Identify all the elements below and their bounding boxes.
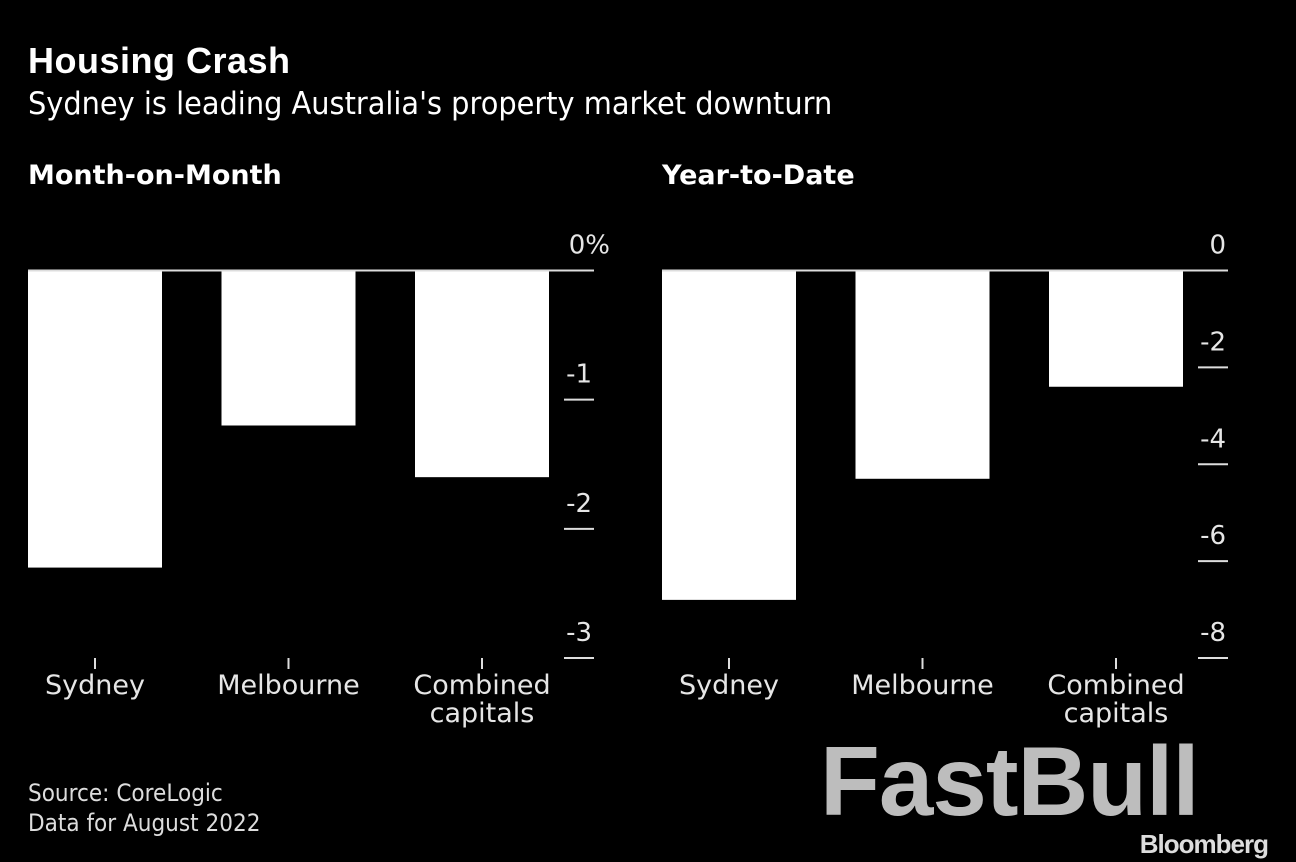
y-tick-label: -2 — [566, 489, 592, 519]
bar-melbourne — [855, 270, 990, 479]
y-tick-label: 0 — [1209, 231, 1226, 261]
source-note: Source: CoreLogic — [28, 779, 223, 807]
chart-subtitle: Sydney is leading Australia's property m… — [28, 86, 833, 122]
panel-title-mom: Month-on-Month — [28, 160, 282, 191]
y-tick-label: -2 — [1200, 327, 1226, 357]
x-tick-label: capitals — [430, 698, 535, 729]
bar-sydney — [28, 270, 162, 568]
y-tick-label: -3 — [566, 618, 592, 648]
y-tick-label: -1 — [566, 360, 592, 390]
fastbull-watermark: FastBull — [820, 726, 1200, 836]
x-tick-label: Combined — [1047, 670, 1184, 701]
y-tick-label: 0% — [569, 231, 610, 261]
y-tick-label: -6 — [1200, 521, 1226, 551]
panel-title-ytd: Year-to-Date — [662, 160, 855, 191]
bar-sydney — [662, 270, 796, 600]
chart-title: Housing Crash — [28, 40, 291, 81]
x-tick-label: Melbourne — [217, 670, 360, 701]
y-tick-label: -4 — [1200, 424, 1226, 454]
x-tick-label: Melbourne — [851, 670, 994, 701]
x-tick-label: Sydney — [45, 670, 145, 701]
x-tick-label: Combined — [413, 670, 550, 701]
y-tick-label: -8 — [1200, 618, 1226, 648]
x-tick-label: capitals — [1064, 698, 1169, 729]
bar-combined-capitals — [1049, 270, 1183, 387]
data-note: Data for August 2022 — [28, 809, 261, 837]
bar-combined-capitals — [415, 270, 549, 478]
x-tick-label: Sydney — [679, 670, 779, 701]
bloomberg-logo: Bloomberg — [1139, 829, 1269, 859]
bar-melbourne — [221, 270, 356, 426]
